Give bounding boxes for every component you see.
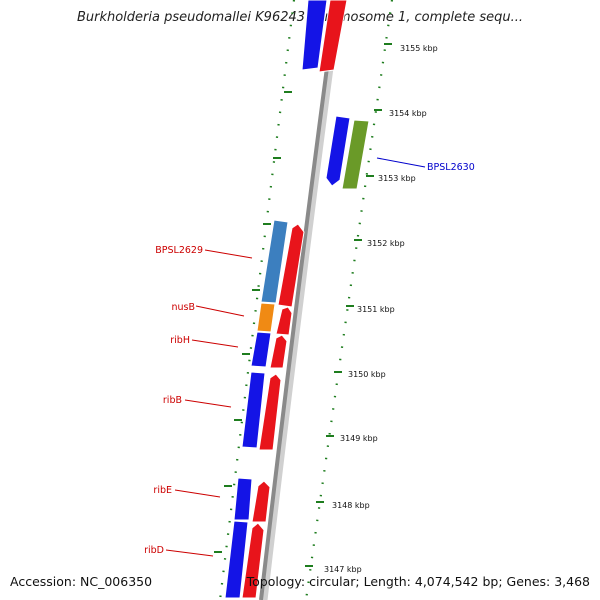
gene-arrow-bpsl2630-green xyxy=(341,119,370,190)
gene-arrow-top-red xyxy=(318,0,348,73)
gene-arrow-ribh-red xyxy=(269,334,288,369)
gene-arrow-top-blue xyxy=(301,0,328,71)
tick-label-3147: 3147 kbp xyxy=(324,565,362,574)
tick-label-3154: 3154 kbp xyxy=(389,109,427,118)
topology-text: Topology: circular; Length: 4,074,542 bp… xyxy=(246,574,590,589)
gene-arrow-ribb-red xyxy=(258,373,282,451)
leader-line-bpsl2629 xyxy=(204,249,253,259)
gene-label-nusb[interactable]: nusB xyxy=(171,302,195,313)
tick-label-3149: 3149 kbp xyxy=(340,434,378,443)
backbone xyxy=(259,0,338,600)
leader-line-ribe xyxy=(174,489,221,498)
gene-arrow-ribd-red xyxy=(241,522,265,599)
tick-label-3152: 3152 kbp xyxy=(367,239,405,248)
gene-arrow-ribh-blue xyxy=(250,331,272,368)
leader-line-nusb xyxy=(195,305,245,317)
gene-arrow-ribb-blue xyxy=(241,371,266,449)
gene-arrow-ribe-blue xyxy=(233,477,253,521)
tick-label-3153: 3153 kbp xyxy=(378,174,416,183)
tick-label-3150: 3150 kbp xyxy=(348,370,386,379)
gene-label-ribb[interactable]: ribB xyxy=(163,395,182,406)
tick-label-3155: 3155 kbp xyxy=(400,44,438,53)
tick-label-3151: 3151 kbp xyxy=(357,305,395,314)
leader-line-bpsl2630 xyxy=(376,157,426,168)
leader-line-ribb xyxy=(184,399,232,408)
gene-arrow-ribd-blue xyxy=(224,520,249,599)
gene-arrow-bpsl2630-blue xyxy=(325,115,351,187)
major-tick-marks xyxy=(214,43,392,567)
gene-arrow-nusb-orange xyxy=(256,302,276,333)
accession-text: Accession: NC_006350 xyxy=(10,574,153,589)
gene-label-ribh[interactable]: ribH xyxy=(170,335,190,346)
tick-label-3148: 3148 kbp xyxy=(332,501,370,510)
gene-arrow-bpsl2629-red xyxy=(277,223,305,308)
leader-line-ribd xyxy=(165,549,214,557)
backbone-shadow xyxy=(260,0,343,600)
gene-label-bpsl2629[interactable]: BPSL2629 xyxy=(155,245,203,256)
gene-label-ribe[interactable]: ribE xyxy=(153,485,172,496)
ruler-outer-dots xyxy=(304,0,394,600)
leader-line-ribh xyxy=(191,339,239,348)
map-title: Burkholderia pseudomallei K96243 chromos… xyxy=(76,10,524,25)
gene-label-bpsl2630[interactable]: BPSL2630 xyxy=(427,162,475,173)
gene-arrow-nusb-red xyxy=(275,306,293,336)
gene-arrow-bpsl2629-blue xyxy=(260,219,289,304)
gene-label-ribd[interactable]: ribD xyxy=(144,545,164,556)
gene-arrow-ribe-red xyxy=(251,480,271,523)
